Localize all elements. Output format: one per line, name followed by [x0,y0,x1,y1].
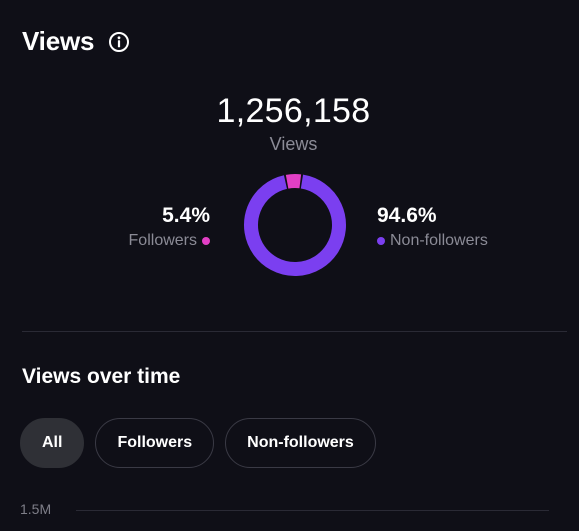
non-followers-summary: 94.6% Non-followers [377,204,488,250]
filter-all-button[interactable]: All [20,418,85,468]
chart-gridline [76,510,549,511]
info-icon[interactable] [108,31,130,53]
followers-label: Followers [128,232,197,249]
non-followers-dot [377,237,385,245]
followers-dot [202,237,210,245]
page-title: Views [22,26,95,56]
y-axis-tick-label: 1.5M [20,501,52,517]
page-header: Views [22,26,130,57]
donut-slice-non-followers [244,174,346,276]
followers-percent: 5.4% [162,204,210,227]
audience-filter-group: All Followers Non-followers [20,418,376,468]
filter-followers-button[interactable]: Followers [95,418,215,468]
views-donut-chart [244,174,346,276]
followers-legend: Followers [129,232,210,250]
views-over-time-title: Views over time [22,365,181,388]
total-views-block: 1,256,158 Views [0,92,579,155]
section-divider [22,331,567,332]
non-followers-percent: 94.6% [377,204,437,227]
filter-non-followers-button[interactable]: Non-followers [225,418,376,468]
non-followers-label: Non-followers [390,232,488,249]
total-views-value: 1,256,158 [216,92,371,130]
total-views-label: Views [269,134,318,154]
donut-slice-followers [285,174,302,189]
followers-summary: 5.4% Followers [129,204,210,250]
non-followers-legend: Non-followers [377,232,488,250]
